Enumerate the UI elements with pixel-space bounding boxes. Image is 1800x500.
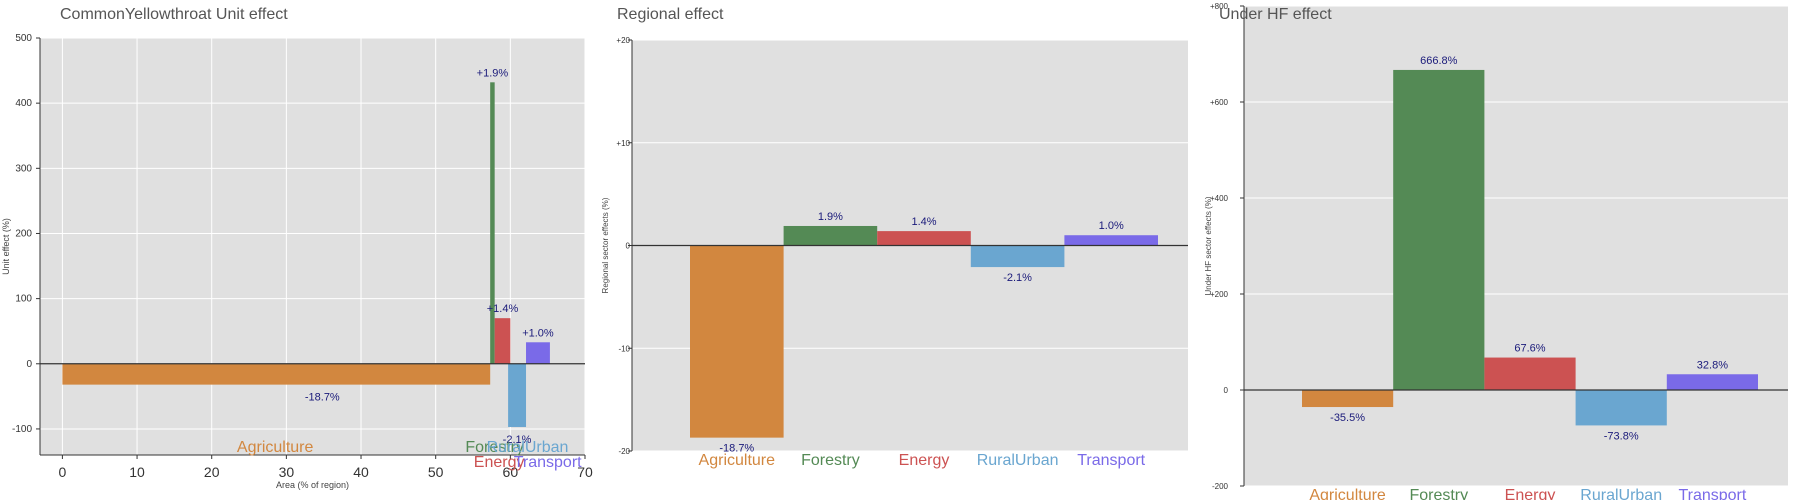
unit-y-tick-label: 300 (15, 163, 32, 174)
under-hf-data-label-ruralurban: -73.8% (1604, 430, 1639, 442)
under-hf-y-tick-label: +600 (1210, 98, 1229, 107)
unit-y-tick-label: 100 (15, 294, 32, 305)
unit-data-label-ruralurban: -2.1% (503, 434, 532, 446)
unit-x-tick-label: 40 (353, 464, 369, 480)
regional-data-label-transport: 1.0% (1099, 220, 1124, 232)
unit-y-axis-label: Unit effect (%) (1, 218, 11, 275)
under-hf-category-label-forestry: Forestry (1409, 487, 1468, 500)
unit-bar-agriculture (62, 363, 491, 385)
regional-y-tick-label: +10 (616, 139, 630, 148)
regional-panel-title: Regional effect (617, 6, 724, 23)
unit-y-tick-label: 500 (15, 33, 32, 44)
unit-x-tick-label: 10 (129, 464, 145, 480)
regional-bar-agriculture (690, 245, 784, 438)
under-hf-bar-agriculture (1302, 390, 1394, 408)
unit-y-tick-label: 400 (15, 98, 32, 109)
unit-x-tick-label: 70 (577, 464, 593, 480)
under-hf-y-tick-label: +800 (1210, 2, 1229, 11)
unit-category-label-ruralurban: RuralUrban (487, 439, 569, 456)
under-hf-panel-title: Under HF effect (1219, 6, 1332, 23)
unit-x-tick-label: 60 (503, 464, 519, 480)
unit-y-tick-label: 0 (26, 359, 32, 370)
regional-bar-energy (877, 231, 971, 246)
under-hf-bar-forestry (1393, 69, 1485, 390)
unit-bar-ruralurban (508, 363, 527, 427)
unit-x-axis-label: Area (% of region) (276, 480, 349, 490)
unit-bar-energy (494, 318, 511, 364)
unit-bar-transport (526, 342, 550, 364)
regional-bar-transport (1064, 235, 1158, 246)
unit-data-label-transport: +1.0% (522, 327, 554, 339)
under-hf-bar-energy (1484, 357, 1576, 390)
under-hf-data-label-forestry: 666.8% (1420, 55, 1458, 67)
regional-data-label-ruralurban: -2.1% (1003, 272, 1032, 284)
regional-data-label-forestry: 1.9% (818, 211, 843, 223)
unit-y-tick-label: -100 (12, 424, 32, 435)
regional-y-tick-label: 0 (626, 242, 631, 251)
under-hf-data-label-agriculture: -35.5% (1330, 412, 1365, 424)
under-hf-y-axis-label: Under HF sector effects (%) (1204, 196, 1213, 295)
unit-category-label-energy: Energy (474, 454, 525, 471)
regional-category-label-forestry: Forestry (801, 452, 860, 469)
regional-category-label-energy: Energy (899, 452, 950, 469)
regional-y-axis-label: Regional sector effects (%) (601, 197, 610, 293)
regional-y-tick-label: +20 (616, 36, 630, 45)
regional-category-label-transport: Transport (1077, 452, 1145, 469)
regional-data-label-energy: 1.4% (911, 216, 936, 228)
under-hf-category-label-transport: Transport (1678, 487, 1746, 500)
unit-bar-forestry (490, 82, 495, 364)
unit-category-label-transport: Transport (514, 454, 582, 471)
regional-y-tick-label: -20 (618, 447, 630, 456)
under-hf-bar-transport (1666, 374, 1758, 390)
unit-x-tick-label: 0 (58, 464, 66, 480)
regional-y-tick-label: -10 (618, 344, 630, 353)
unit-category-label-agriculture: Agriculture (237, 439, 314, 456)
under-hf-category-label-energy: Energy (1505, 487, 1556, 500)
unit-y-tick-label: 200 (15, 228, 32, 239)
unit-category-label-forestry: Forestry (465, 439, 524, 456)
under-hf-panel-background (1244, 6, 1788, 486)
under-hf-y-tick-label: -200 (1212, 482, 1229, 491)
under-hf-y-tick-label: 0 (1224, 386, 1229, 395)
unit-x-tick-label: 20 (204, 464, 220, 480)
under-hf-category-label-agriculture: Agriculture (1309, 487, 1386, 500)
under-hf-data-label-transport: 32.8% (1697, 359, 1728, 371)
under-hf-category-label-ruralurban: RuralUrban (1580, 487, 1662, 500)
unit-panel-title: CommonYellowthroat Unit effect (60, 6, 288, 23)
under-hf-bar-ruralurban (1575, 390, 1667, 426)
under-hf-data-label-energy: 67.6% (1514, 343, 1545, 355)
under-hf-y-tick-label: +400 (1210, 194, 1229, 203)
regional-bar-ruralurban (970, 245, 1065, 268)
unit-x-tick-label: 30 (279, 464, 295, 480)
regional-data-label-agriculture: -18.7% (719, 443, 754, 455)
unit-data-label-agriculture: -18.7% (305, 392, 340, 404)
unit-data-label-forestry: +1.9% (477, 67, 509, 79)
under-hf-y-tick-label: +200 (1210, 290, 1229, 299)
regional-category-label-ruralurban: RuralUrban (977, 452, 1059, 469)
unit-data-label-energy: +1.4% (487, 303, 519, 315)
unit-x-tick-label: 50 (428, 464, 444, 480)
regional-category-label-agriculture: Agriculture (699, 452, 776, 469)
regional-bar-forestry (783, 225, 878, 246)
